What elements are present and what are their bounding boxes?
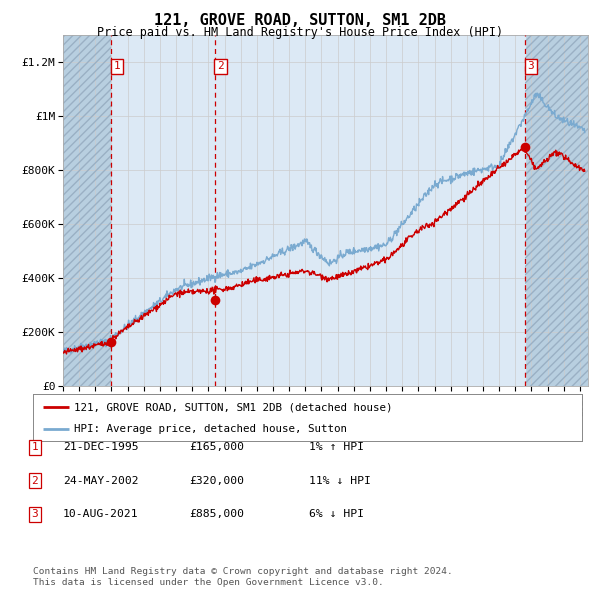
Bar: [525, 35, 588, 386]
Bar: [63, 35, 111, 386]
Text: 1: 1: [113, 61, 120, 71]
Text: 2: 2: [217, 61, 224, 71]
Text: 10-AUG-2021: 10-AUG-2021: [63, 510, 139, 519]
Text: Contains HM Land Registry data © Crown copyright and database right 2024.: Contains HM Land Registry data © Crown c…: [33, 566, 453, 576]
Text: 11% ↓ HPI: 11% ↓ HPI: [309, 476, 371, 486]
Text: 6% ↓ HPI: 6% ↓ HPI: [309, 510, 364, 519]
Bar: [63, 35, 111, 386]
Text: 24-MAY-2002: 24-MAY-2002: [63, 476, 139, 486]
Text: 21-DEC-1995: 21-DEC-1995: [63, 442, 139, 452]
Bar: [215, 35, 525, 386]
Text: £320,000: £320,000: [189, 476, 244, 486]
Text: £165,000: £165,000: [189, 442, 244, 452]
Text: Price paid vs. HM Land Registry's House Price Index (HPI): Price paid vs. HM Land Registry's House …: [97, 26, 503, 39]
Bar: [525, 35, 588, 386]
Text: 1% ↑ HPI: 1% ↑ HPI: [309, 442, 364, 452]
Text: 3: 3: [527, 61, 535, 71]
Bar: [111, 35, 215, 386]
Text: 3: 3: [31, 510, 38, 519]
Text: This data is licensed under the Open Government Licence v3.0.: This data is licensed under the Open Gov…: [33, 578, 384, 587]
Text: HPI: Average price, detached house, Sutton: HPI: Average price, detached house, Sutt…: [74, 424, 347, 434]
Text: 1: 1: [31, 442, 38, 452]
Text: £885,000: £885,000: [189, 510, 244, 519]
Text: 121, GROVE ROAD, SUTTON, SM1 2DB: 121, GROVE ROAD, SUTTON, SM1 2DB: [154, 13, 446, 28]
Text: 121, GROVE ROAD, SUTTON, SM1 2DB (detached house): 121, GROVE ROAD, SUTTON, SM1 2DB (detach…: [74, 402, 392, 412]
Text: 2: 2: [31, 476, 38, 486]
